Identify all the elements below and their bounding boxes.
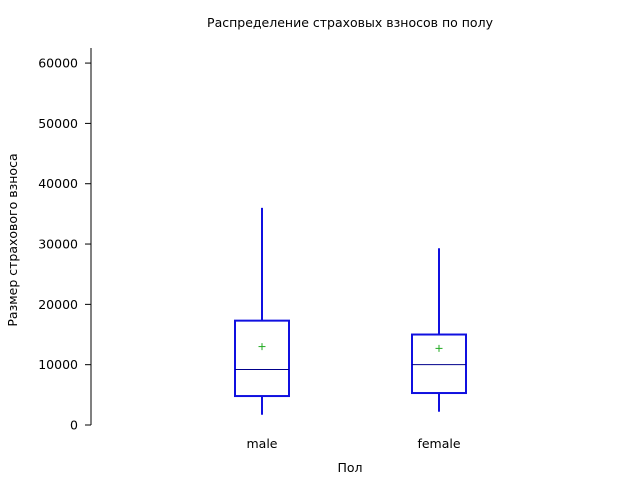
- x-tick-label-female: female: [417, 436, 460, 451]
- y-tick-label: 40000: [38, 176, 78, 191]
- x-axis-label: Пол: [337, 460, 362, 475]
- y-tick-label: 50000: [38, 116, 78, 131]
- iqr-box: [234, 319, 290, 398]
- mean-marker: [258, 343, 266, 351]
- boxes-group: [234, 207, 467, 415]
- mean-marker: [435, 344, 443, 352]
- y-tick-label: 30000: [38, 237, 78, 252]
- y-tick-label: 10000: [38, 357, 78, 372]
- chart-title: Распределение страховых взносов по полу: [207, 15, 494, 30]
- y-tick-label: 0: [70, 418, 78, 433]
- iqr-box: [411, 333, 467, 395]
- y-tick-label: 20000: [38, 297, 78, 312]
- x-tick-label-male: male: [247, 436, 278, 451]
- box-female: [411, 248, 467, 412]
- y-axis-ticks: 0 10000 20000 30000 40000 50000 60000: [38, 56, 91, 433]
- x-axis-tick-labels: male female: [247, 436, 461, 451]
- box-male: [234, 207, 290, 415]
- y-axis-label: Размер страхового взноса: [5, 153, 20, 326]
- y-tick-label: 60000: [38, 56, 78, 71]
